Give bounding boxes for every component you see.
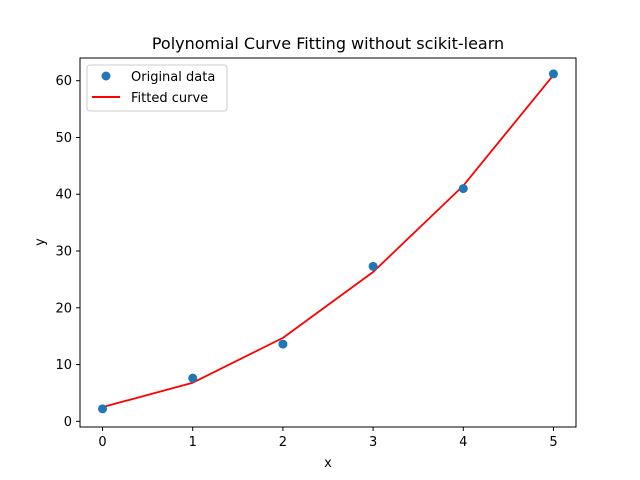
plot-area <box>98 69 558 414</box>
y-tick-label: 0 <box>64 415 72 430</box>
legend: Original data Fitted curve <box>86 64 228 112</box>
x-tick-label: 4 <box>459 435 467 450</box>
data-point <box>368 261 378 271</box>
x-tick-label: 1 <box>189 435 197 450</box>
data-point <box>278 339 288 349</box>
y-tick-label: 60 <box>55 74 72 89</box>
x-axis-label: x <box>324 456 332 471</box>
y-tick-label: 10 <box>55 358 72 373</box>
x-tick-label: 3 <box>369 435 377 450</box>
data-point <box>458 184 468 194</box>
axes-frame <box>79 57 577 428</box>
y-tick-label: 40 <box>55 188 72 203</box>
y-tick-label: 50 <box>55 131 72 146</box>
y-tick-label: 20 <box>55 301 72 316</box>
data-point <box>188 373 198 383</box>
y-tick-label: 30 <box>55 245 72 260</box>
x-tick-label: 0 <box>98 435 106 450</box>
data-point <box>548 69 558 79</box>
y-axis-label: y <box>33 238 48 246</box>
legend-marker-original-data <box>101 71 111 81</box>
x-tick-label: 5 <box>549 435 557 450</box>
fitted-curve-line <box>102 74 555 408</box>
legend-box <box>86 64 228 112</box>
x-tick-label: 2 <box>279 435 287 450</box>
data-point <box>98 404 108 414</box>
chart-title: Polynomial Curve Fitting without scikit-… <box>152 34 504 53</box>
legend-label-fitted-curve: Fitted curve <box>131 91 208 106</box>
legend-label-original-data: Original data <box>131 70 215 85</box>
